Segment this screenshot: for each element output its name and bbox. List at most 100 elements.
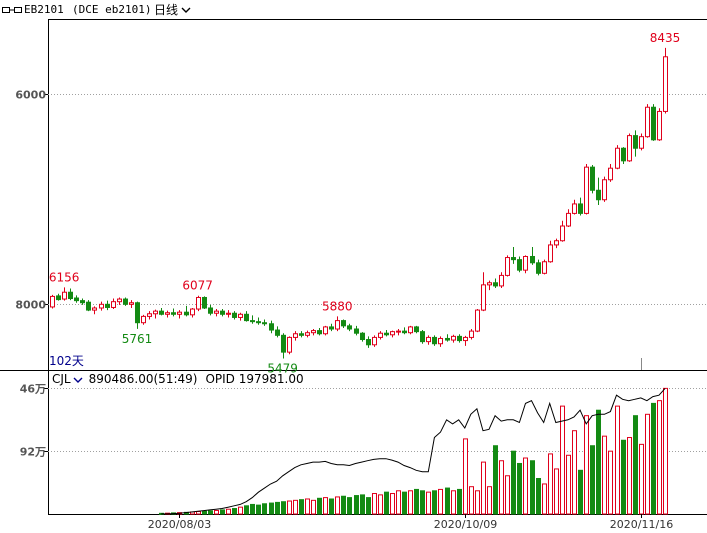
volume-bar[interactable] bbox=[335, 496, 340, 515]
volume-bar[interactable] bbox=[554, 468, 559, 515]
volume-bar[interactable] bbox=[536, 477, 541, 515]
candle[interactable] bbox=[402, 330, 407, 334]
volume-bar[interactable] bbox=[451, 490, 456, 515]
candle[interactable] bbox=[396, 330, 401, 333]
volume-bar[interactable] bbox=[475, 490, 480, 515]
candle[interactable] bbox=[105, 303, 110, 308]
candle[interactable] bbox=[560, 225, 565, 242]
candle[interactable] bbox=[475, 309, 480, 332]
candle[interactable] bbox=[639, 136, 644, 149]
volume-bar[interactable] bbox=[438, 488, 443, 515]
candle[interactable] bbox=[281, 334, 286, 353]
volume-bar[interactable] bbox=[408, 490, 413, 515]
candle[interactable] bbox=[572, 203, 577, 214]
candle[interactable] bbox=[372, 336, 377, 346]
candle[interactable] bbox=[238, 313, 243, 318]
candle[interactable] bbox=[499, 274, 504, 287]
candle[interactable] bbox=[123, 298, 128, 305]
candle[interactable] bbox=[80, 300, 85, 304]
volume-bar[interactable] bbox=[402, 491, 407, 515]
volume-bar[interactable] bbox=[639, 443, 644, 515]
candle[interactable] bbox=[554, 240, 559, 246]
volume-bar[interactable] bbox=[269, 502, 274, 515]
candle[interactable] bbox=[335, 320, 340, 330]
volume-bar[interactable] bbox=[390, 493, 395, 515]
candle[interactable] bbox=[256, 321, 261, 324]
candle[interactable] bbox=[608, 167, 613, 181]
volume-bar[interactable] bbox=[378, 494, 383, 515]
candle[interactable] bbox=[378, 332, 383, 338]
volume-bar[interactable] bbox=[311, 499, 316, 515]
candle[interactable] bbox=[202, 296, 207, 309]
candle[interactable] bbox=[463, 336, 468, 342]
volume-bar[interactable] bbox=[323, 497, 328, 515]
candle[interactable] bbox=[627, 135, 632, 162]
volume-bar[interactable] bbox=[572, 430, 577, 515]
candle[interactable] bbox=[451, 335, 456, 341]
candle[interactable] bbox=[92, 307, 97, 311]
candle[interactable] bbox=[184, 311, 189, 316]
candle[interactable] bbox=[275, 329, 280, 336]
candle[interactable] bbox=[438, 337, 443, 345]
volume-bar[interactable] bbox=[542, 483, 547, 515]
volume-bar[interactable] bbox=[530, 460, 535, 515]
candle[interactable] bbox=[596, 189, 601, 201]
volume-bar[interactable] bbox=[317, 497, 322, 515]
candle[interactable] bbox=[220, 310, 225, 315]
candle[interactable] bbox=[548, 244, 553, 263]
volume-bar[interactable] bbox=[354, 495, 359, 515]
volume-bar[interactable] bbox=[584, 415, 589, 515]
candle[interactable] bbox=[414, 326, 419, 333]
candle[interactable] bbox=[323, 326, 328, 335]
candle[interactable] bbox=[159, 310, 164, 315]
candle[interactable] bbox=[208, 307, 213, 314]
candle[interactable] bbox=[165, 312, 170, 315]
candle[interactable] bbox=[311, 330, 316, 334]
volume-bar[interactable] bbox=[548, 453, 553, 515]
volume-bar[interactable] bbox=[621, 439, 626, 515]
candle[interactable] bbox=[190, 308, 195, 316]
volume-bar[interactable] bbox=[560, 405, 565, 515]
candle[interactable] bbox=[517, 259, 522, 271]
candle[interactable] bbox=[366, 339, 371, 346]
volume-bar[interactable] bbox=[281, 501, 286, 515]
candle[interactable] bbox=[117, 298, 122, 303]
chevron-down-icon[interactable] bbox=[73, 376, 83, 384]
candle[interactable] bbox=[578, 203, 583, 214]
volume-bar[interactable] bbox=[287, 500, 292, 515]
volume-bar[interactable] bbox=[232, 508, 237, 515]
volume-bar[interactable] bbox=[627, 437, 632, 515]
candle[interactable] bbox=[360, 332, 365, 341]
volume-bar[interactable] bbox=[663, 387, 668, 515]
volume-bar[interactable] bbox=[566, 454, 571, 515]
candle[interactable] bbox=[74, 297, 79, 302]
candle[interactable] bbox=[390, 331, 395, 336]
volume-bar[interactable] bbox=[250, 503, 255, 515]
volume-bar[interactable] bbox=[651, 402, 656, 515]
volume-bar[interactable] bbox=[275, 501, 280, 515]
volume-bar[interactable] bbox=[523, 457, 528, 515]
volume-bar[interactable] bbox=[293, 499, 298, 515]
candle[interactable] bbox=[530, 255, 535, 264]
volume-bar[interactable] bbox=[445, 487, 450, 515]
volume-bar[interactable] bbox=[596, 409, 601, 515]
volume-bar[interactable] bbox=[208, 510, 213, 515]
candle[interactable] bbox=[111, 301, 116, 308]
candle[interactable] bbox=[481, 284, 486, 311]
volume-bar[interactable] bbox=[420, 490, 425, 515]
volume-bar[interactable] bbox=[493, 445, 498, 515]
volume-bar[interactable] bbox=[608, 450, 613, 515]
volume-bar[interactable] bbox=[214, 509, 219, 515]
volume-bar[interactable] bbox=[372, 493, 377, 515]
volume-bar[interactable] bbox=[347, 497, 352, 515]
candle[interactable] bbox=[153, 310, 158, 315]
candle[interactable] bbox=[536, 262, 541, 274]
candle[interactable] bbox=[177, 311, 182, 315]
candle[interactable] bbox=[129, 302, 134, 305]
candle[interactable] bbox=[317, 330, 322, 335]
volume-bar[interactable] bbox=[511, 450, 516, 515]
candle[interactable] bbox=[244, 313, 249, 322]
volume-bar[interactable] bbox=[426, 491, 431, 515]
candle[interactable] bbox=[232, 312, 237, 318]
volume-bar[interactable] bbox=[341, 495, 346, 515]
